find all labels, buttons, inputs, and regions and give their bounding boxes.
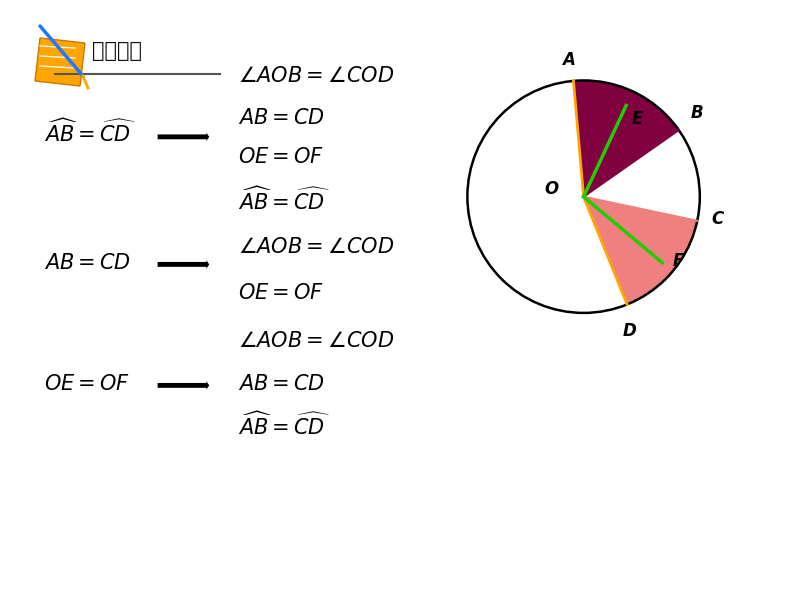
Text: $AB{=}CD$: $AB{=}CD$ [44, 253, 131, 274]
Text: F: F [673, 252, 684, 269]
Text: $\widehat{AB}{=}\widehat{CD}$: $\widehat{AB}{=}\widehat{CD}$ [44, 119, 135, 146]
Text: $OE{=}OF$: $OE{=}OF$ [44, 374, 129, 395]
Text: E: E [632, 110, 643, 129]
Text: D: D [622, 322, 636, 340]
Text: $AB{=}CD$: $AB{=}CD$ [238, 108, 326, 128]
Text: $OE{=}OF$: $OE{=}OF$ [238, 147, 324, 167]
Wedge shape [573, 80, 679, 197]
Text: $\widehat{AB}{=}\widehat{CD}$: $\widehat{AB}{=}\widehat{CD}$ [238, 412, 330, 439]
Text: $AB{=}CD$: $AB{=}CD$ [238, 374, 326, 395]
Text: $\widehat{AB}{=}\widehat{CD}$: $\widehat{AB}{=}\widehat{CD}$ [238, 187, 330, 214]
Polygon shape [35, 38, 85, 86]
Text: $OE{=}OF$: $OE{=}OF$ [238, 283, 324, 303]
Text: O: O [545, 179, 559, 198]
Text: C: C [711, 210, 723, 228]
Text: A: A [562, 51, 575, 69]
Text: 知识探索: 知识探索 [92, 41, 142, 61]
Text: $\angle AOB{=}\angle COD$: $\angle AOB{=}\angle COD$ [238, 66, 395, 86]
Text: $\angle AOB{=}\angle COD$: $\angle AOB{=}\angle COD$ [238, 331, 395, 351]
Wedge shape [584, 197, 697, 305]
Text: B: B [691, 104, 703, 122]
Text: $\angle AOB{=}\angle COD$: $\angle AOB{=}\angle COD$ [238, 237, 395, 257]
